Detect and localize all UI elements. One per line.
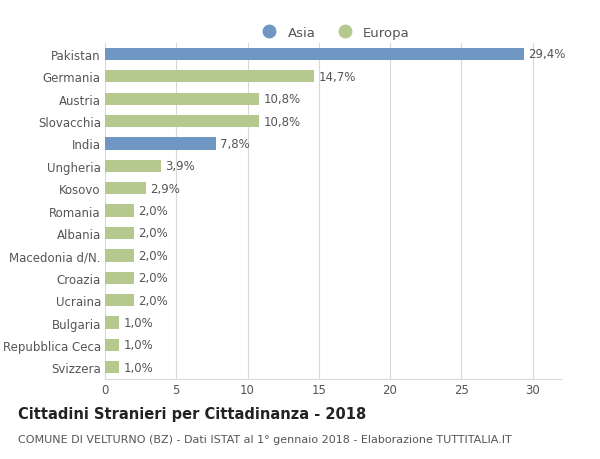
Text: 10,8%: 10,8% <box>263 93 301 106</box>
Text: 2,0%: 2,0% <box>138 227 167 240</box>
Text: COMUNE DI VELTURNO (BZ) - Dati ISTAT al 1° gennaio 2018 - Elaborazione TUTTITALI: COMUNE DI VELTURNO (BZ) - Dati ISTAT al … <box>18 434 512 444</box>
Bar <box>105 205 133 217</box>
Bar <box>105 294 133 307</box>
Text: 3,9%: 3,9% <box>165 160 194 173</box>
Bar <box>105 93 259 106</box>
Text: 2,0%: 2,0% <box>138 249 167 262</box>
Text: 1,0%: 1,0% <box>124 339 153 352</box>
Bar <box>105 49 524 61</box>
Text: 1,0%: 1,0% <box>124 361 153 374</box>
Text: Cittadini Stranieri per Cittadinanza - 2018: Cittadini Stranieri per Cittadinanza - 2… <box>18 406 366 421</box>
Bar <box>105 183 146 195</box>
Legend: Asia, Europa: Asia, Europa <box>251 22 415 45</box>
Bar <box>105 138 216 150</box>
Bar <box>105 116 259 128</box>
Text: 2,9%: 2,9% <box>151 182 181 195</box>
Text: 1,0%: 1,0% <box>124 316 153 329</box>
Bar <box>105 250 133 262</box>
Bar <box>105 339 119 351</box>
Bar <box>105 227 133 240</box>
Bar <box>105 272 133 284</box>
Bar <box>105 317 119 329</box>
Text: 2,0%: 2,0% <box>138 205 167 218</box>
Text: 2,0%: 2,0% <box>138 272 167 285</box>
Bar <box>105 160 161 173</box>
Bar <box>105 361 119 374</box>
Text: 14,7%: 14,7% <box>319 71 356 84</box>
Text: 2,0%: 2,0% <box>138 294 167 307</box>
Bar <box>105 71 314 83</box>
Text: 10,8%: 10,8% <box>263 115 301 128</box>
Text: 7,8%: 7,8% <box>220 138 250 151</box>
Text: 29,4%: 29,4% <box>528 48 566 61</box>
